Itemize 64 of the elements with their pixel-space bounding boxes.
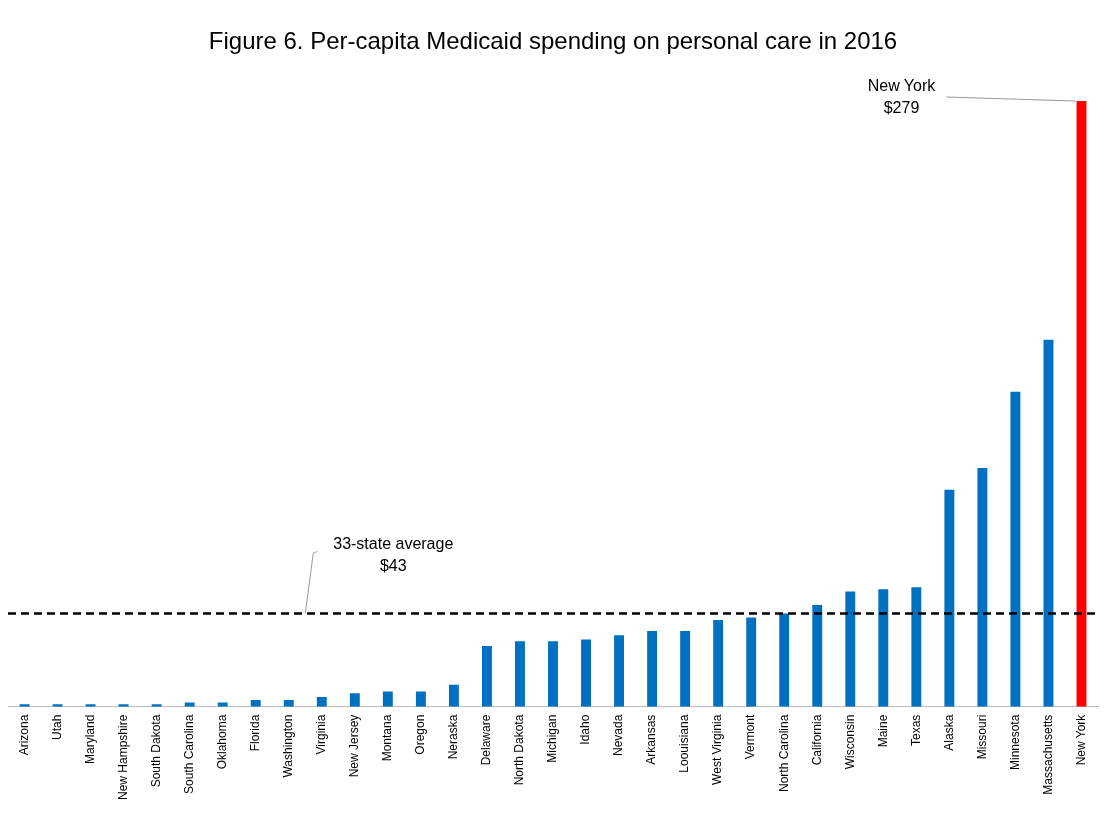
bar [481, 646, 492, 707]
bar [845, 591, 856, 707]
x-tick-label: Idaho [578, 714, 593, 745]
x-tick-label: Maine [875, 714, 890, 748]
bar [382, 691, 393, 707]
x-tick-label: North Dakota [512, 714, 527, 786]
bar [581, 639, 591, 707]
x-tick-label: Nevada [611, 714, 626, 757]
x-tick-label: Oklahoma [215, 714, 230, 770]
x-tick-label: South Dakota [148, 714, 163, 788]
bar [779, 613, 790, 707]
bar [250, 699, 261, 707]
x-tick-label: Neraska [446, 714, 461, 760]
x-tick-label: Missouri [974, 714, 989, 760]
x-tick-label: Utah [49, 714, 64, 740]
bar [1010, 391, 1021, 707]
bar [448, 684, 459, 707]
bar [878, 589, 889, 707]
bar [713, 620, 724, 707]
x-tick-label: Alaska [941, 714, 956, 751]
bar [316, 696, 327, 707]
x-tick-label: Delaware [479, 714, 494, 766]
bar [614, 635, 625, 707]
x-tick-label: Wisconsin [842, 714, 857, 770]
x-tick-label: Washington [281, 714, 296, 778]
bar [944, 489, 955, 707]
x-tick-label: New York [1073, 713, 1088, 766]
x-tick-label: Michigan [545, 714, 560, 763]
x-tick-label: Vermont [743, 713, 758, 760]
bar [911, 587, 922, 707]
bar [1043, 339, 1054, 707]
bar [415, 691, 426, 707]
bar [184, 702, 195, 707]
x-tick-label: North Carolina [776, 714, 791, 793]
x-tick-label: South Carolina [181, 714, 196, 795]
bar [548, 641, 558, 707]
x-tick-label: Florida [248, 714, 263, 752]
x-tick-label: New Hampshire [115, 714, 130, 800]
bar [746, 617, 757, 707]
x-tick-label: Loouisiana [677, 714, 692, 773]
x-tick-label: Massachusetts [1040, 714, 1055, 795]
x-tick-label: Arizona [16, 714, 31, 756]
ref-line-label: 33-state average $43 [333, 535, 454, 575]
x-tick-label: Texas [908, 714, 923, 746]
x-tick-label: California [809, 714, 824, 766]
bar [217, 702, 228, 707]
bar [283, 699, 294, 707]
bar [515, 641, 525, 707]
x-tick-label: Montana [380, 714, 395, 762]
bar [680, 630, 691, 707]
bar [647, 630, 658, 707]
x-tick-label: West Virginia [710, 714, 725, 785]
chart-title: Figure 6. Per-capita Medicaid spending on personal care in 2016 [208, 27, 898, 55]
x-tick-label: Maryland [82, 714, 97, 764]
bar [1076, 101, 1087, 707]
x-tick-label: Oregon [413, 714, 428, 755]
annotation: New York $279 [867, 77, 937, 117]
bar [977, 468, 988, 707]
bar [812, 604, 823, 707]
x-tick-label: New Jersey [347, 714, 362, 778]
x-tick-label: Virginia [314, 714, 329, 755]
x-tick-label: Minnesota [1007, 714, 1022, 771]
bar [349, 693, 360, 707]
x-tick-label: Arkansas [644, 714, 659, 765]
